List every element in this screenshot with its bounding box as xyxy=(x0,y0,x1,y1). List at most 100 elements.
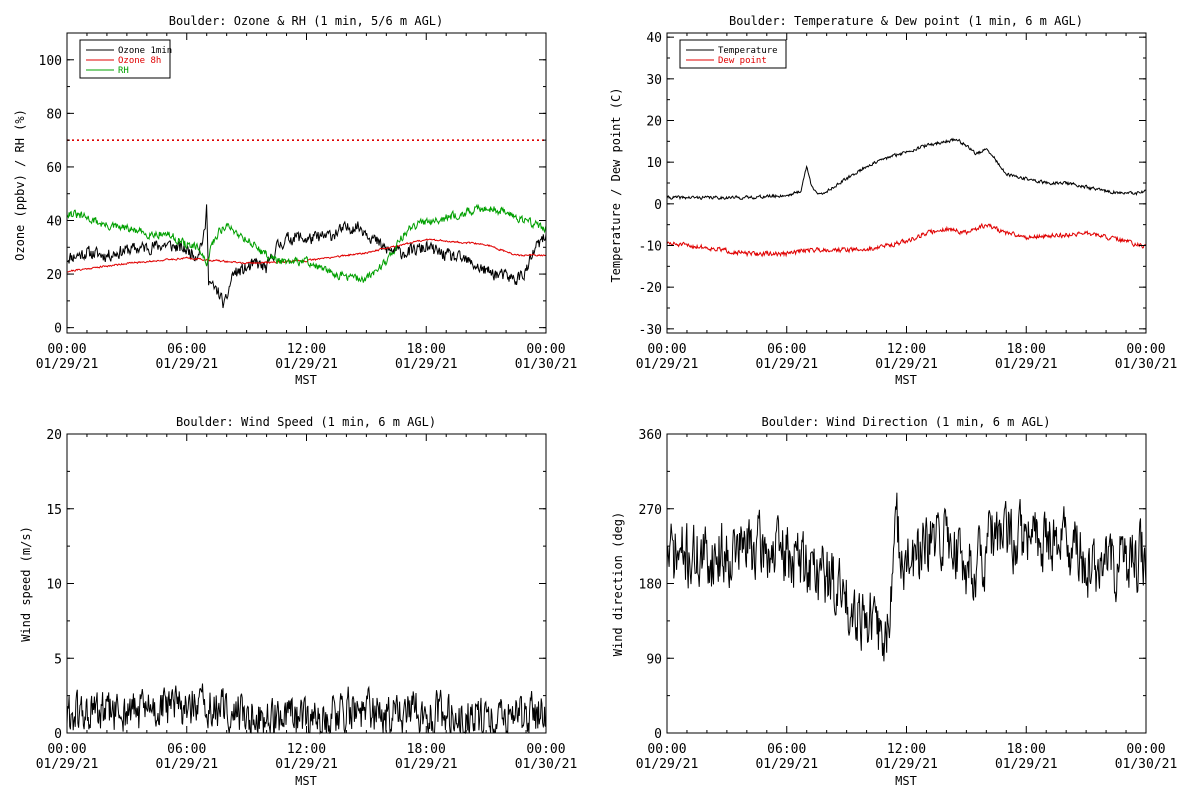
axes: 0510152000:0001/29/2106:0001/29/2112:000… xyxy=(36,428,578,772)
series-line-rh xyxy=(66,203,547,283)
legend: Temperature Dew point xyxy=(679,39,787,69)
y-tick-label: 20 xyxy=(646,115,662,130)
series-line-data xyxy=(666,492,1147,662)
x-axis-label: MST xyxy=(895,774,917,788)
y-tick-label: 90 xyxy=(646,652,662,667)
chart-title: Boulder: Temperature & Dew point (1 min,… xyxy=(729,14,1083,28)
y-tick-label: 30 xyxy=(646,73,662,88)
x-tick-label-date: 01/29/21 xyxy=(755,757,818,772)
axes: 09018027036000:0001/29/2106:0001/29/2112… xyxy=(636,428,1178,772)
x-tick-label-time: 12:00 xyxy=(887,742,926,757)
x-tick-label-date: 01/29/21 xyxy=(36,757,99,772)
y-tick-label: -30 xyxy=(639,323,662,338)
y-tick-label: 20 xyxy=(46,268,62,283)
legend-label-ozone-8h: Ozone 8h xyxy=(118,56,161,66)
x-tick-label-time: 06:00 xyxy=(167,742,206,757)
y-tick-label: 100 xyxy=(39,54,62,69)
chart-title: Boulder: Wind Speed (1 min, 6 m AGL) xyxy=(176,415,436,429)
x-tick-label-time: 06:00 xyxy=(167,342,206,357)
y-tick-label: 0 xyxy=(54,727,62,742)
legend-label-dewpoint: Dew point xyxy=(718,56,767,66)
x-tick-label-time: 00:00 xyxy=(1126,342,1165,357)
series-line-temperature xyxy=(666,137,1147,201)
x-tick-label-date: 01/30/21 xyxy=(515,357,578,372)
x-tick-label-time: 00:00 xyxy=(647,342,686,357)
series-line-data xyxy=(66,683,547,735)
legend-label-ozone-1min: Ozone 1min xyxy=(118,46,172,56)
series-group xyxy=(666,137,1147,258)
y-tick-label: 40 xyxy=(646,31,662,46)
legend: Ozone 1min Ozone 8h RH xyxy=(79,39,172,79)
x-tick-label-date: 01/30/21 xyxy=(1115,757,1178,772)
legend-box xyxy=(79,39,171,79)
x-tick-label-date: 01/29/21 xyxy=(155,357,218,372)
y-tick-label: 0 xyxy=(54,322,62,337)
x-tick-label-time: 12:00 xyxy=(887,342,926,357)
series-line-dew-point xyxy=(666,222,1147,258)
chart-title: Boulder: Ozone & RH (1 min, 5/6 m AGL) xyxy=(169,14,444,28)
x-tick-label-date: 01/29/21 xyxy=(275,757,338,772)
y-tick-label: 0 xyxy=(654,198,662,213)
x-tick-label-time: 00:00 xyxy=(647,742,686,757)
x-tick-label-date: 01/29/21 xyxy=(275,357,338,372)
legend-box xyxy=(679,39,787,69)
x-axis-label: MST xyxy=(295,774,317,788)
axes: 02040608010000:0001/29/2106:0001/29/2112… xyxy=(36,32,578,372)
x-tick-label-date: 01/29/21 xyxy=(755,357,818,372)
y-tick-label: 15 xyxy=(46,503,62,518)
y-tick-label: -20 xyxy=(639,281,662,296)
x-tick-label-date: 01/29/21 xyxy=(875,757,938,772)
x-tick-label-date: 01/29/21 xyxy=(636,357,699,372)
y-axis-label: Wind direction (deg) xyxy=(611,512,625,657)
x-tick-label-date: 01/29/21 xyxy=(875,357,938,372)
legend-label-rh: RH xyxy=(118,66,129,76)
y-tick-label: 5 xyxy=(54,652,62,667)
y-tick-label: 270 xyxy=(639,503,662,518)
series-group xyxy=(666,492,1147,662)
x-tick-label-time: 00:00 xyxy=(1126,742,1165,757)
series-line-ozone-1min xyxy=(66,204,547,309)
x-tick-label-date: 01/29/21 xyxy=(155,757,218,772)
y-tick-label: 10 xyxy=(46,578,62,593)
x-tick-label-date: 01/29/21 xyxy=(395,757,458,772)
x-axis-label: MST xyxy=(895,373,917,387)
x-tick-label-time: 00:00 xyxy=(526,342,565,357)
chart-title: Boulder: Wind Direction (1 min, 6 m AGL) xyxy=(762,415,1051,429)
y-tick-label: 360 xyxy=(639,428,662,443)
x-tick-label-time: 18:00 xyxy=(1007,742,1046,757)
x-tick-label-date: 01/29/21 xyxy=(636,757,699,772)
y-tick-label: 60 xyxy=(46,161,62,176)
x-axis-label: MST xyxy=(295,373,317,387)
panel-wind-speed: Boulder: Wind Speed (1 min, 6 m AGL) Win… xyxy=(19,415,577,788)
y-tick-label: 80 xyxy=(46,107,62,122)
x-tick-label-time: 00:00 xyxy=(47,342,86,357)
y-axis-label: Wind speed (m/s) xyxy=(19,526,33,642)
x-tick-label-time: 18:00 xyxy=(1007,342,1046,357)
y-tick-label: 0 xyxy=(654,727,662,742)
y-tick-label: 20 xyxy=(46,428,62,443)
x-tick-label-date: 01/29/21 xyxy=(995,757,1058,772)
series-group xyxy=(66,139,547,309)
y-tick-label: 40 xyxy=(46,215,62,230)
panel-wind-direction: Boulder: Wind Direction (1 min, 6 m AGL)… xyxy=(611,415,1177,788)
x-tick-label-date: 01/30/21 xyxy=(515,757,578,772)
panel-ozone-rh: Boulder: Ozone & RH (1 min, 5/6 m AGL) O… xyxy=(13,14,577,387)
x-tick-label-date: 01/29/21 xyxy=(995,357,1058,372)
series-line-ozone-8h xyxy=(66,238,547,273)
x-tick-label-time: 00:00 xyxy=(526,742,565,757)
y-tick-label: -10 xyxy=(639,240,662,255)
x-tick-label-time: 18:00 xyxy=(407,742,446,757)
axes: -30-20-1001020304000:0001/29/2106:0001/2… xyxy=(636,31,1178,372)
y-tick-label: 10 xyxy=(646,156,662,171)
series-group xyxy=(66,683,547,735)
x-tick-label-date: 01/29/21 xyxy=(36,357,99,372)
x-tick-label-time: 18:00 xyxy=(407,342,446,357)
x-tick-label-time: 00:00 xyxy=(47,742,86,757)
panel-temperature-dewpoint: Boulder: Temperature & Dew point (1 min,… xyxy=(609,14,1177,387)
legend-label-temperature: Temperature xyxy=(718,46,778,56)
x-tick-label-date: 01/29/21 xyxy=(395,357,458,372)
x-tick-label-date: 01/30/21 xyxy=(1115,357,1178,372)
y-axis-label: Ozone (ppbv) / RH (%) xyxy=(13,109,27,261)
